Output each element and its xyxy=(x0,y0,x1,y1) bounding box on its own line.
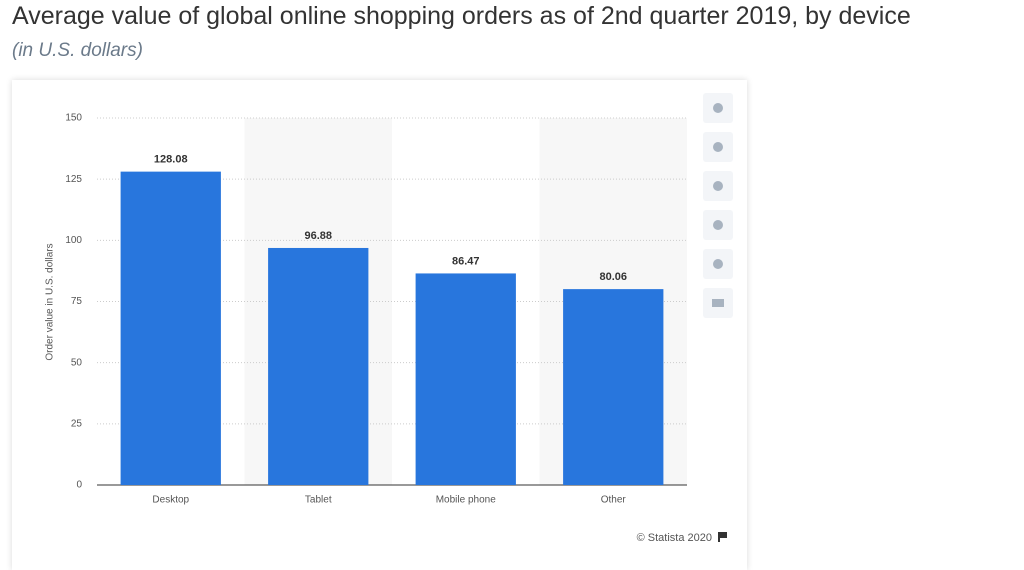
bar xyxy=(120,171,221,486)
value-label: 86.47 xyxy=(452,255,480,267)
x-tick-label: Mobile phone xyxy=(436,495,496,506)
y-axis-label: Order value in U.S. dollars xyxy=(45,243,56,360)
source: © Statista 2020 xyxy=(637,532,712,544)
x-tick-label: Other xyxy=(601,495,627,506)
y-tick-label: 150 xyxy=(65,113,82,124)
y-tick-label: 50 xyxy=(71,357,83,368)
value-label: 80.06 xyxy=(599,271,627,283)
y-tick-label: 75 xyxy=(71,296,83,307)
y-tick-label: 0 xyxy=(76,480,82,491)
y-tick-label: 125 xyxy=(65,174,82,185)
chart-title: Average value of global online shopping … xyxy=(12,2,911,30)
bar xyxy=(268,247,369,485)
x-tick-label: Desktop xyxy=(152,495,189,506)
bar xyxy=(563,289,664,485)
bar xyxy=(415,273,516,485)
chart: Order value in U.S. dollars © Statista 2… xyxy=(45,93,733,544)
toolbar xyxy=(703,93,733,318)
value-label: 128.08 xyxy=(154,154,188,166)
chart-card: Order value in U.S. dollars © Statista 2… xyxy=(12,80,747,570)
y-tick-label: 25 xyxy=(71,418,83,429)
value-label: 96.88 xyxy=(304,230,332,242)
y-tick-label: 100 xyxy=(65,235,82,246)
x-tick-label: Tablet xyxy=(305,495,332,506)
page: {"chart_data": {"type": "bar", "title": … xyxy=(12,2,911,544)
chart-subtitle: (in U.S. dollars) xyxy=(12,40,143,61)
